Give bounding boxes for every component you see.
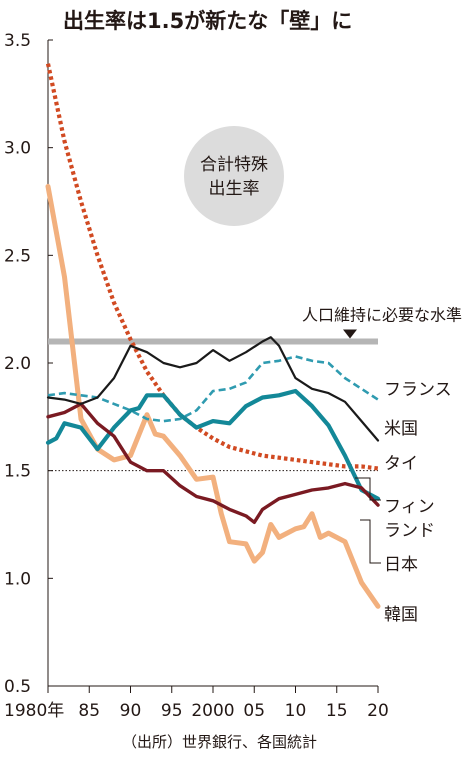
series-label-france: フランス	[384, 380, 452, 400]
y-tick-label: 0.5	[4, 677, 31, 697]
y-tick-label: 1.5	[4, 462, 31, 482]
x-tick-label: 15	[326, 701, 348, 721]
x-tick-label: 05	[243, 701, 265, 721]
badge-line-2: 出生率	[209, 179, 260, 199]
series-label-thailand: タイ	[384, 454, 418, 474]
x-tick-label: 90	[120, 701, 142, 721]
y-tick-label: 2.0	[4, 354, 31, 374]
y-tick-label: 1.0	[4, 569, 31, 589]
series-label-japan: 日本	[384, 555, 418, 575]
finland-leader-line	[355, 477, 381, 501]
finland-line	[45, 388, 381, 501]
france-line	[47, 355, 379, 423]
series-label-korea: 韓国	[384, 605, 418, 625]
series-label-usa: 米国	[384, 419, 418, 439]
source-note: （出所）世界銀行、各国統計	[122, 733, 317, 751]
thailand-line	[45, 63, 379, 471]
x-tick-label: 95	[161, 701, 183, 721]
japan-leader-line	[360, 519, 381, 564]
badge-circle	[184, 126, 284, 226]
korea-line	[45, 183, 381, 609]
series-label-finland-line1: フィン	[384, 497, 435, 517]
x-tick-label: 2000	[191, 701, 234, 721]
chart-title: 出生率は1.5が新たな「壁」に	[63, 9, 352, 33]
x-axis: 1980年 85 90 95 2000 05 10 15 20	[4, 685, 389, 721]
usa-line	[46, 336, 380, 442]
badge-line-1: 合計特殊	[200, 155, 268, 175]
y-tick-label: 3.0	[4, 139, 31, 159]
y-tick-label: 3.5	[4, 31, 31, 51]
x-tick-label: 20	[367, 701, 389, 721]
x-tick-label: 1980年	[4, 701, 64, 721]
y-tick-label: 2.5	[4, 246, 31, 266]
x-tick-label: 85	[78, 701, 100, 721]
replacement-level-label: 人口維持に必要な水準	[302, 305, 462, 324]
replacement-level-marker	[343, 329, 357, 339]
x-tick-label: 10	[285, 701, 307, 721]
series-lines	[45, 63, 381, 609]
y-axis: 0.5 1.0 1.5 2.0 2.5 3.0 3.5	[4, 31, 53, 697]
japan-line	[46, 402, 380, 524]
series-label-finland-line2: ランド	[384, 521, 435, 541]
